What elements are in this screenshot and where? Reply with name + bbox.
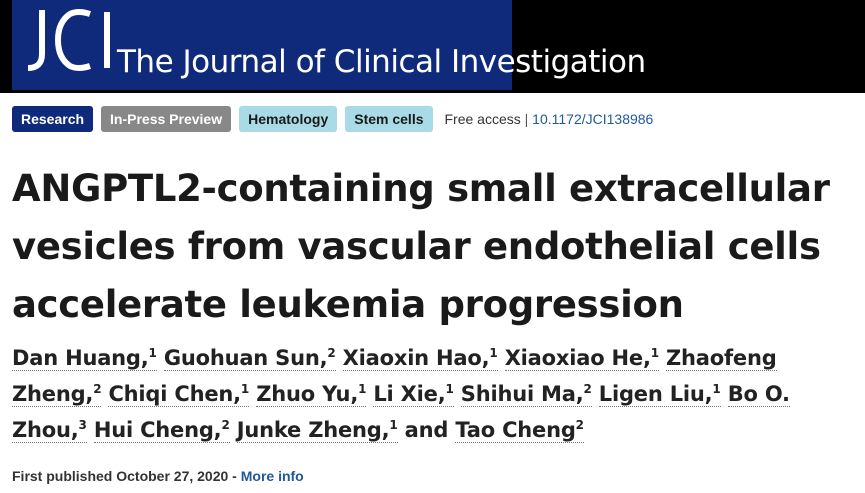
affiliation-marker: 1 bbox=[358, 382, 367, 396]
affiliation-marker: 2 bbox=[221, 418, 230, 432]
author-link[interactable]: Junke Zheng,1 bbox=[236, 418, 398, 443]
jci-logo-icon bbox=[27, 9, 110, 71]
free-access-label: Free access bbox=[444, 111, 521, 127]
author-name: Ligen Liu bbox=[598, 382, 705, 406]
affiliation-marker: 3 bbox=[78, 418, 87, 432]
tag-hematology[interactable]: Hematology bbox=[239, 106, 338, 132]
author-name: Zhaofeng Zheng bbox=[12, 346, 777, 406]
affiliation-marker: 2 bbox=[575, 418, 584, 432]
author-conjunction: and bbox=[404, 418, 449, 442]
author-name: Chiqi Chen bbox=[108, 382, 234, 406]
affiliation-marker: 1 bbox=[650, 346, 659, 360]
author-link[interactable]: Zhuo Yu,1 bbox=[256, 382, 367, 407]
author-name: Li Xie bbox=[373, 382, 438, 406]
journal-name: The Journal of Clinical Investigation bbox=[117, 44, 646, 80]
publication-info: First published October 27, 2020 - More … bbox=[12, 468, 304, 484]
author-name: Dan Huang bbox=[12, 346, 141, 370]
affiliation-marker: 1 bbox=[389, 418, 398, 432]
author-name: Shihui Ma bbox=[460, 382, 576, 406]
affiliation-marker: 1 bbox=[489, 346, 498, 360]
author-name: Junke Zheng bbox=[236, 418, 382, 442]
tag-stem-cells[interactable]: Stem cells bbox=[345, 106, 433, 132]
author-link[interactable]: Dan Huang,1 bbox=[12, 346, 157, 371]
affiliation-marker: 1 bbox=[445, 382, 454, 396]
author-link[interactable]: Chiqi Chen,1 bbox=[108, 382, 250, 407]
affiliation-marker: 1 bbox=[240, 382, 250, 396]
author-link[interactable]: Xiaoxiao He,1 bbox=[504, 346, 659, 371]
published-date: First published October 27, 2020 - bbox=[12, 468, 237, 484]
journal-banner[interactable]: The Journal of Clinical Investigation bbox=[12, 0, 646, 90]
affiliation-marker: 2 bbox=[327, 346, 336, 360]
doi-link[interactable]: 10.1172/JCI138986 bbox=[532, 111, 654, 127]
author-name: Xiaoxin Hao bbox=[342, 346, 482, 370]
article-title: ANGPTL2-containing small extracellular v… bbox=[12, 167, 830, 326]
author-name: Xiaoxiao He bbox=[504, 346, 643, 370]
author-name: Tao Cheng bbox=[455, 418, 576, 442]
author-link[interactable]: Tao Cheng2 bbox=[455, 418, 584, 443]
author-link[interactable]: Li Xie,1 bbox=[373, 382, 454, 407]
author-name: Bo O. Zhou bbox=[12, 382, 790, 442]
affiliation-marker: 2 bbox=[93, 382, 102, 396]
affiliation-marker: 1 bbox=[712, 382, 721, 396]
author-name: Guohuan Sun bbox=[163, 346, 320, 370]
author-list: Dan Huang,1 Guohuan Sun,2 Xiaoxin Hao,1 … bbox=[12, 340, 857, 448]
access-info: Free access | 10.1172/JCI138986 bbox=[445, 111, 654, 127]
author-link[interactable]: Shihui Ma,2 bbox=[460, 382, 592, 407]
author-name: Zhuo Yu bbox=[256, 382, 351, 406]
article-tags-row: Research In-Press Preview Hematology Ste… bbox=[12, 106, 653, 132]
tag-research[interactable]: Research bbox=[12, 106, 94, 132]
author-link[interactable]: Guohuan Sun,2 bbox=[163, 346, 336, 371]
affiliation-marker: 2 bbox=[583, 382, 592, 396]
author-name: Hui Cheng bbox=[93, 418, 214, 442]
access-separator: | bbox=[524, 111, 529, 127]
author-link[interactable]: Zhaofeng Zheng,2 bbox=[12, 346, 777, 407]
affiliation-marker: 1 bbox=[148, 346, 157, 360]
author-link[interactable]: Bo O. Zhou,3 bbox=[12, 382, 790, 443]
tag-in-press-preview[interactable]: In-Press Preview bbox=[101, 106, 232, 132]
author-link[interactable]: Xiaoxin Hao,1 bbox=[342, 346, 498, 371]
header-banner-background: The Journal of Clinical Investigation bbox=[0, 0, 865, 93]
author-link[interactable]: Ligen Liu,1 bbox=[598, 382, 721, 407]
author-link[interactable]: Hui Cheng,2 bbox=[93, 418, 230, 443]
more-info-link[interactable]: More info bbox=[240, 468, 304, 484]
